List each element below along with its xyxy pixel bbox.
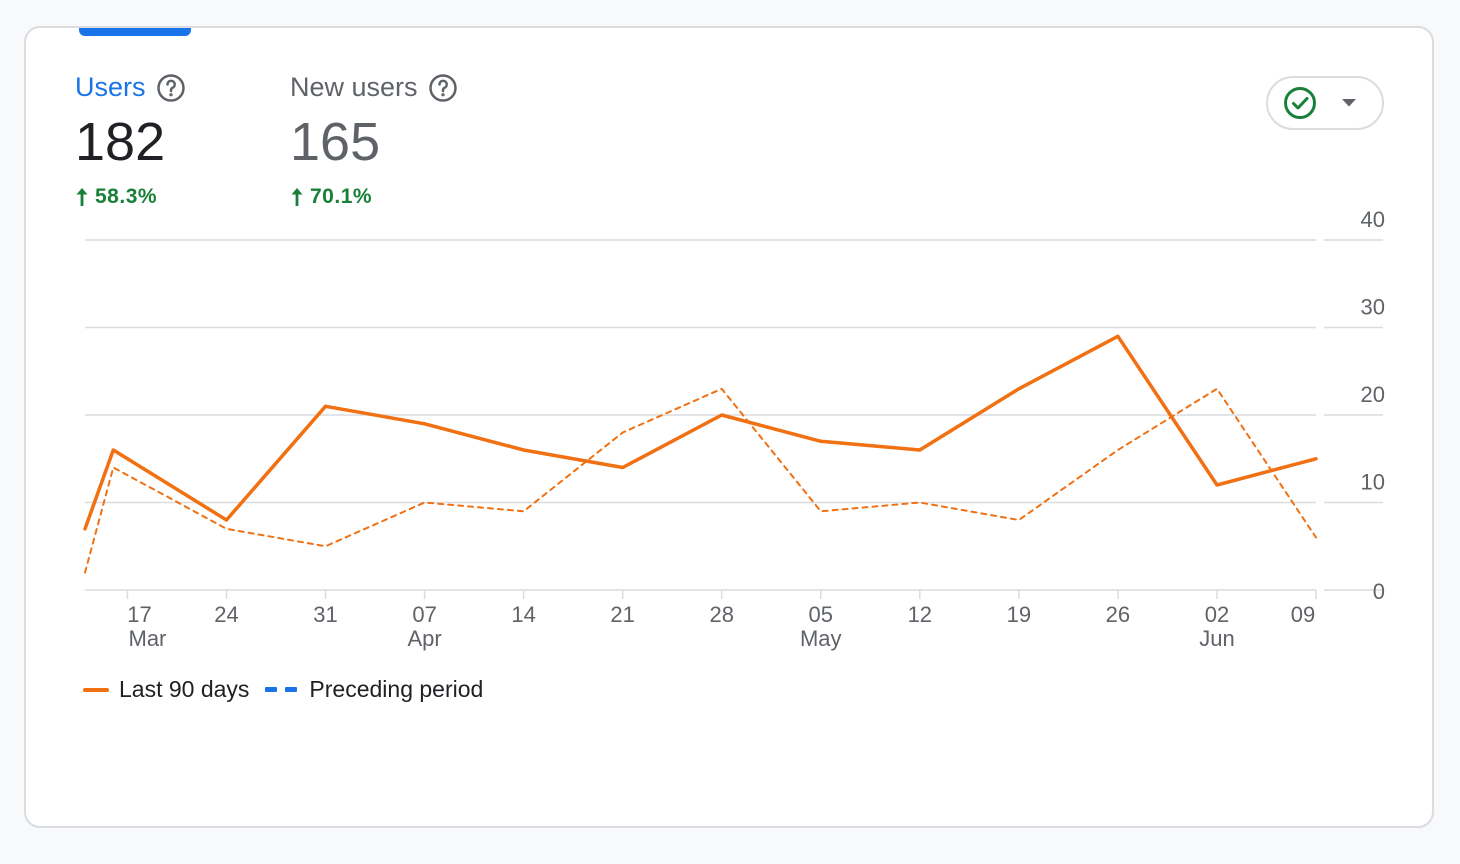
series-line-last-90-days [83, 334, 1318, 531]
metric-users-label: Users [75, 72, 146, 102]
metric-users-change: 58.3% [75, 185, 186, 209]
x-tick-month-label: Jun [1199, 626, 1234, 651]
x-tick-label: 09 [1291, 602, 1315, 627]
x-tick-label: 19 [1007, 602, 1031, 627]
metric-users-change-value: 58.3% [95, 185, 158, 208]
legend-label: Preceding period [309, 676, 484, 702]
legend-swatch-solid [83, 687, 109, 692]
active-tab-indicator [79, 28, 191, 36]
legend-item-last-90-days[interactable]: Last 90 days [83, 676, 249, 703]
x-tick-label: 28 [709, 602, 733, 627]
metric-new-users[interactable]: New users 165 70.1% [290, 72, 458, 209]
x-tick-label: 31 [313, 602, 337, 627]
arrow-up-icon [291, 188, 303, 206]
arrow-up-icon [76, 188, 88, 206]
help-circle-icon[interactable] [428, 73, 458, 103]
y-tick-label: 30 [1361, 295, 1385, 320]
x-tick-label: 02 [1205, 602, 1229, 627]
x-tick-label: 24 [214, 602, 238, 627]
x-tick-label: 26 [1106, 602, 1130, 627]
legend-swatch-dashed [265, 687, 298, 692]
caret-down-icon [1342, 99, 1356, 107]
users-overview-card: Users 182 58.3% New users 165 [24, 26, 1434, 828]
metric-new-users-value: 165 [290, 112, 381, 172]
x-tick-month-label: May [800, 626, 842, 651]
y-tick-label: 40 [1361, 207, 1385, 232]
chart-legend: Last 90 days Preceding period [83, 676, 499, 703]
legend-item-preceding-period[interactable]: Preceding period [265, 676, 483, 703]
metric-users[interactable]: Users 182 58.3% [75, 72, 186, 209]
metric-new-users-change: 70.1% [290, 185, 458, 209]
x-tick-month-label: Apr [407, 626, 441, 651]
y-tick-label: 10 [1361, 470, 1385, 495]
x-tick-label: 17 [127, 602, 151, 627]
metric-new-users-label: New users [290, 72, 418, 102]
metric-users-value: 182 [75, 112, 166, 172]
help-circle-icon[interactable] [156, 73, 186, 103]
metric-users-title-row: Users [75, 72, 186, 103]
metric-new-users-title-row: New users [290, 72, 458, 103]
x-tick-label: 12 [908, 602, 932, 627]
x-tick-month-label: Mar [129, 626, 167, 651]
x-tick-label: 14 [511, 602, 535, 627]
metric-new-users-change-value: 70.1% [310, 185, 373, 208]
x-tick-label: 05 [809, 602, 833, 627]
series-line-preceding-period [84, 387, 1317, 574]
x-tick-label: 07 [412, 602, 436, 627]
y-tick-label: 0 [1373, 579, 1385, 604]
legend-label: Last 90 days [119, 676, 250, 702]
x-tick-label: 21 [610, 602, 634, 627]
check-circle-icon [1284, 87, 1316, 119]
y-tick-label: 20 [1361, 382, 1385, 407]
compare-dropdown-button[interactable] [1266, 76, 1384, 130]
